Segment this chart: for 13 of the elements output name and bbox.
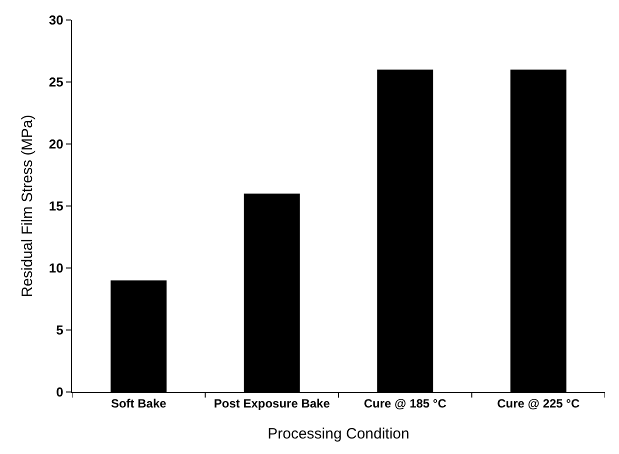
y-tick-label: 0 — [56, 384, 64, 400]
x-tick-label: Cure @ 185 °C — [364, 396, 447, 410]
y-axis-title: Residual Film Stress (MPa) — [19, 114, 36, 298]
y-tick-label: 15 — [48, 198, 64, 214]
x-tick-label: Post Exposure Bake — [214, 396, 330, 410]
y-tick-label: 10 — [48, 260, 64, 276]
y-tick-label: 20 — [48, 136, 64, 152]
y-tick-label: 25 — [48, 74, 64, 90]
y-tick-label: 30 — [48, 12, 64, 28]
x-tick-label: Cure @ 225 °C — [497, 396, 580, 410]
x-axis-title: Processing Condition — [268, 425, 410, 442]
x-tick-label: Soft Bake — [110, 396, 167, 410]
y-tick-label: 5 — [56, 322, 64, 338]
